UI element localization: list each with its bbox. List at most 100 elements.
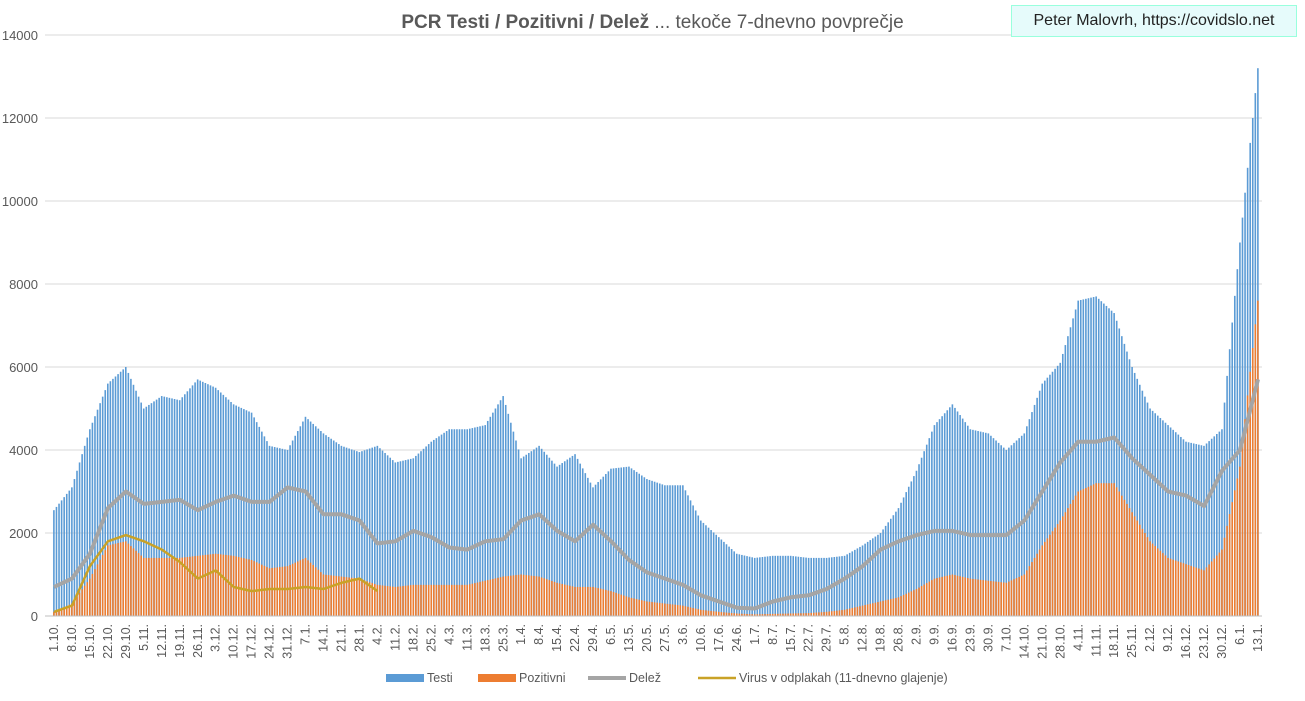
bar-testi: [866, 541, 869, 616]
bar-pozitivni: [689, 607, 692, 616]
bar-testi: [723, 541, 725, 616]
bar-testi: [107, 383, 109, 616]
bar-pozitivni: [710, 610, 712, 616]
bar-testi: [784, 555, 787, 616]
bar-pozitivni: [60, 608, 63, 616]
bar-testi: [435, 438, 438, 616]
bar-pozitivni: [73, 599, 76, 616]
x-tick-label: 1.10.: [47, 624, 61, 652]
bar-pozitivni: [918, 587, 920, 616]
bar-pozitivni: [68, 604, 71, 616]
bar-pozitivni: [1090, 485, 1092, 616]
bar-pozitivni: [764, 614, 766, 616]
bar-testi: [910, 481, 913, 616]
bar-pozitivni: [435, 584, 438, 616]
bar-testi: [53, 510, 55, 616]
bar-pozitivni: [551, 581, 553, 616]
x-tick-label: 3.6.: [676, 624, 690, 645]
bar-testi: [877, 534, 879, 616]
x-tick-label: 25.11.: [1125, 624, 1139, 658]
bar-testi: [938, 419, 941, 616]
bar-pozitivni: [196, 555, 199, 616]
bar-testi: [148, 404, 150, 616]
x-tick-label: 17.12.: [245, 624, 259, 659]
bar-pozitivni: [545, 579, 548, 616]
bar-pozitivni: [748, 614, 751, 616]
bar-pozitivni: [325, 574, 327, 616]
bar-pozitivni: [391, 586, 394, 616]
x-tick-label: 24.12.: [263, 624, 277, 659]
bar-testi: [320, 431, 322, 616]
bar-pozitivni: [322, 574, 325, 616]
bar-testi: [1236, 269, 1239, 616]
bar-testi: [887, 522, 890, 616]
bar-testi: [253, 417, 255, 616]
bar-testi: [931, 431, 933, 616]
bar-pozitivni: [137, 553, 140, 616]
bar-pozitivni: [248, 559, 250, 616]
y-tick-label: 4000: [9, 443, 38, 458]
bar-testi: [1123, 343, 1126, 616]
bar-pozitivni: [923, 584, 925, 616]
bar-testi: [933, 425, 936, 616]
bar-pozitivni: [379, 585, 381, 616]
bar-pozitivni: [266, 567, 268, 616]
bar-pozitivni: [96, 564, 99, 616]
bar-testi: [63, 497, 65, 616]
bar-pozitivni: [889, 599, 892, 616]
bar-testi: [1067, 336, 1069, 616]
bar-pozitivni: [884, 600, 887, 616]
bar-testi: [623, 467, 625, 616]
bar-testi: [1159, 417, 1162, 616]
bar-testi: [905, 492, 907, 616]
bar-testi: [479, 426, 481, 616]
bar-pozitivni: [55, 610, 58, 616]
bar-testi: [142, 408, 145, 616]
x-tick-label: 11.2.: [388, 624, 402, 651]
bar-pozitivni: [625, 596, 628, 616]
bar-pozitivni: [982, 580, 985, 616]
bar-testi: [1121, 336, 1123, 616]
bar-pozitivni: [289, 565, 291, 616]
bar-pozitivni: [399, 586, 402, 616]
bar-pozitivni: [656, 602, 658, 616]
bar-pozitivni: [705, 610, 707, 616]
bar-testi: [209, 385, 212, 616]
bar-pozitivni: [381, 585, 384, 616]
bar-pozitivni: [1187, 565, 1190, 616]
bar-testi: [461, 429, 463, 616]
x-tick-label: 1.7.: [748, 624, 762, 645]
bar-pozitivni: [189, 556, 191, 616]
bar-testi: [1218, 431, 1221, 616]
bar-testi: [176, 399, 178, 616]
bar-testi: [548, 457, 551, 616]
bar-pozitivni: [481, 581, 484, 616]
bar-testi: [1174, 432, 1177, 616]
bar-testi: [178, 400, 181, 616]
bar-pozitivni: [1028, 566, 1031, 616]
bar-testi: [1190, 442, 1192, 616]
bar-pozitivni: [263, 565, 266, 616]
bar-testi: [271, 446, 273, 616]
bar-pozitivni: [65, 605, 68, 616]
x-tick-label: 14.10.: [1017, 624, 1031, 659]
bar-testi: [1223, 402, 1226, 616]
bar-pozitivni: [153, 557, 155, 616]
x-tick-label: 29.10.: [119, 624, 133, 659]
bar-pozitivni: [1103, 483, 1105, 616]
bar-pozitivni: [268, 568, 271, 616]
bar-testi: [91, 422, 94, 616]
bar-testi: [551, 460, 553, 616]
bar-pozitivni: [661, 603, 664, 616]
bar-testi: [984, 432, 987, 616]
bar-testi: [1082, 299, 1085, 616]
x-tick-label: 29.7.: [820, 624, 834, 652]
bar-testi: [1246, 167, 1249, 617]
bar-pozitivni: [833, 610, 836, 616]
bar-testi: [358, 452, 361, 616]
bar-pozitivni: [1036, 553, 1038, 616]
bar-testi: [130, 378, 132, 616]
bar-pozitivni: [938, 577, 941, 616]
bar-pozitivni: [484, 580, 486, 616]
bar-testi: [219, 392, 222, 616]
